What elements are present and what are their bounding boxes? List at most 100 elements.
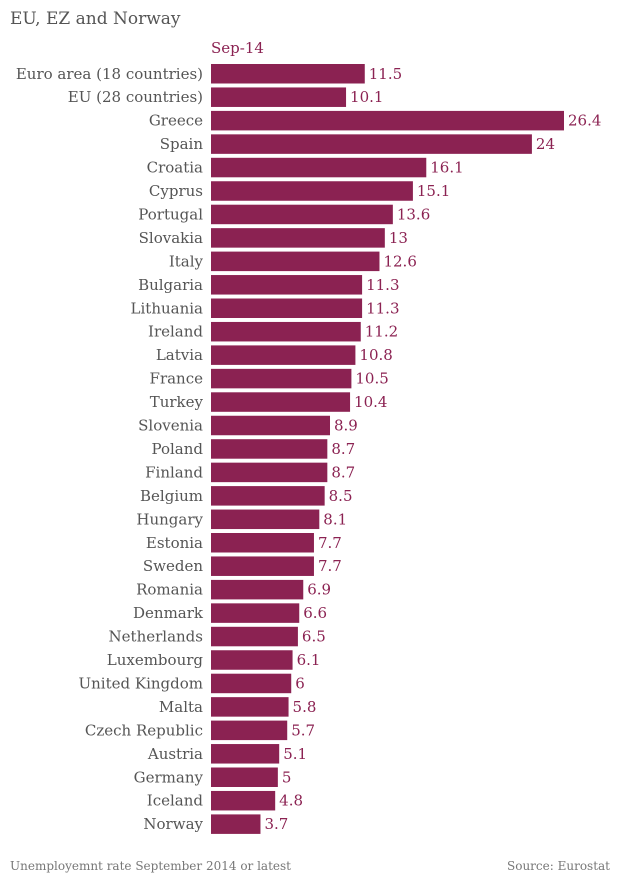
bar-belgium xyxy=(211,486,325,506)
category-label-euro-area-18-countries: Euro area (18 countries) xyxy=(16,65,203,83)
series-label: Sep-14 xyxy=(211,39,264,57)
bar-united-kingdom xyxy=(211,673,292,694)
value-label-turkey: 10.4 xyxy=(354,393,387,411)
bar-eu-28-countries xyxy=(211,87,347,107)
bar-cyprus xyxy=(211,181,413,201)
bar-hungary xyxy=(211,509,320,530)
value-label-malta: 5.8 xyxy=(293,698,317,716)
category-label-austria: Austria xyxy=(147,745,203,763)
chart-title: EU, EZ and Norway xyxy=(10,9,181,29)
category-label-portugal: Portugal xyxy=(138,205,203,223)
bar-iceland xyxy=(211,790,276,811)
bar-italy xyxy=(211,251,380,272)
category-label-poland: Poland xyxy=(151,440,203,458)
value-label-spain: 24 xyxy=(536,135,555,153)
value-label-greece: 26.4 xyxy=(568,112,601,130)
category-label-france: France xyxy=(150,370,204,388)
value-label-croatia: 16.1 xyxy=(430,159,463,177)
bar-lithuania xyxy=(211,298,363,318)
value-label-hungary: 8.1 xyxy=(323,510,347,528)
category-label-iceland: Iceland xyxy=(147,792,204,810)
category-label-greece: Greece xyxy=(149,112,203,130)
bar-slovenia xyxy=(211,415,331,436)
value-label-denmark: 6.6 xyxy=(303,604,327,622)
value-label-portugal: 13.6 xyxy=(397,205,430,223)
category-label-lithuania: Lithuania xyxy=(131,299,204,317)
bar-luxembourg xyxy=(211,650,293,670)
value-label-luxembourg: 6.1 xyxy=(297,651,321,669)
value-label-norway: 3.7 xyxy=(264,815,288,833)
category-label-slovakia: Slovakia xyxy=(139,229,203,247)
bar-portugal xyxy=(211,204,393,225)
value-label-netherlands: 6.5 xyxy=(302,628,326,646)
bar-latvia xyxy=(211,345,356,365)
category-label-estonia: Estonia xyxy=(146,534,203,552)
category-label-czech-republic: Czech Republic xyxy=(85,721,203,739)
value-label-italy: 12.6 xyxy=(383,252,416,270)
category-label-romania: Romania xyxy=(136,581,203,599)
category-label-italy: Italy xyxy=(169,252,204,270)
bar-romania xyxy=(211,579,304,600)
value-label-lithuania: 11.3 xyxy=(366,299,399,317)
category-label-germany: Germany xyxy=(134,768,204,786)
bar-sweden xyxy=(211,556,314,576)
bar-malta xyxy=(211,697,289,717)
value-label-finland: 8.7 xyxy=(331,463,355,481)
category-label-spain: Spain xyxy=(160,135,204,153)
category-label-luxembourg: Luxembourg xyxy=(107,651,204,669)
value-label-latvia: 10.8 xyxy=(359,346,392,364)
value-label-eu-28-countries: 10.1 xyxy=(350,88,383,106)
value-label-cyprus: 15.1 xyxy=(417,182,450,200)
value-label-czech-republic: 5.7 xyxy=(291,721,315,739)
category-label-sweden: Sweden xyxy=(143,557,203,575)
value-label-bulgaria: 11.3 xyxy=(366,276,399,294)
category-label-eu-28-countries: EU (28 countries) xyxy=(68,88,203,106)
value-label-france: 10.5 xyxy=(355,370,388,388)
bar-finland xyxy=(211,462,328,483)
category-label-croatia: Croatia xyxy=(147,159,203,177)
footer-note: Unemployemnt rate September 2014 or late… xyxy=(10,859,291,873)
bar-ireland xyxy=(211,321,361,342)
value-label-euro-area-18-countries: 11.5 xyxy=(369,65,402,83)
category-label-cyprus: Cyprus xyxy=(149,182,203,200)
value-label-poland: 8.7 xyxy=(331,440,355,458)
category-label-belgium: Belgium xyxy=(140,487,203,505)
category-label-malta: Malta xyxy=(159,698,203,716)
value-label-germany: 5 xyxy=(282,768,292,786)
value-label-slovenia: 8.9 xyxy=(334,417,358,435)
footer-source: Source: Eurostat xyxy=(507,859,610,873)
bar-croatia xyxy=(211,157,427,178)
value-label-estonia: 7.7 xyxy=(318,534,342,552)
bar-czech-republic xyxy=(211,720,288,741)
category-label-hungary: Hungary xyxy=(136,510,203,528)
value-label-sweden: 7.7 xyxy=(318,557,342,575)
category-label-turkey: Turkey xyxy=(150,393,204,411)
bar-estonia xyxy=(211,533,314,553)
category-label-netherlands: Netherlands xyxy=(109,628,203,646)
category-label-norway: Norway xyxy=(143,815,203,833)
category-label-latvia: Latvia xyxy=(156,346,203,364)
category-label-ireland: Ireland xyxy=(148,323,203,341)
bar-norway xyxy=(211,814,261,834)
category-label-bulgaria: Bulgaria xyxy=(138,276,203,294)
value-label-ireland: 11.2 xyxy=(365,323,398,341)
category-label-denmark: Denmark xyxy=(133,604,204,622)
bar-slovakia xyxy=(211,228,385,248)
bar-bulgaria xyxy=(211,275,363,295)
value-label-romania: 6.9 xyxy=(307,581,331,599)
bar-germany xyxy=(211,767,278,787)
bar-euro-area-18-countries xyxy=(211,64,365,84)
value-label-slovakia: 13 xyxy=(389,229,408,247)
bar-netherlands xyxy=(211,626,298,647)
category-label-united-kingdom: United Kingdom xyxy=(79,674,204,692)
bar-denmark xyxy=(211,603,300,623)
bar-poland xyxy=(211,439,328,459)
bar-france xyxy=(211,368,352,389)
value-label-belgium: 8.5 xyxy=(329,487,353,505)
bar-austria xyxy=(211,744,280,764)
bar-turkey xyxy=(211,392,351,412)
bar-spain xyxy=(211,134,532,154)
bar-greece xyxy=(211,110,564,131)
category-label-slovenia: Slovenia xyxy=(138,417,203,435)
